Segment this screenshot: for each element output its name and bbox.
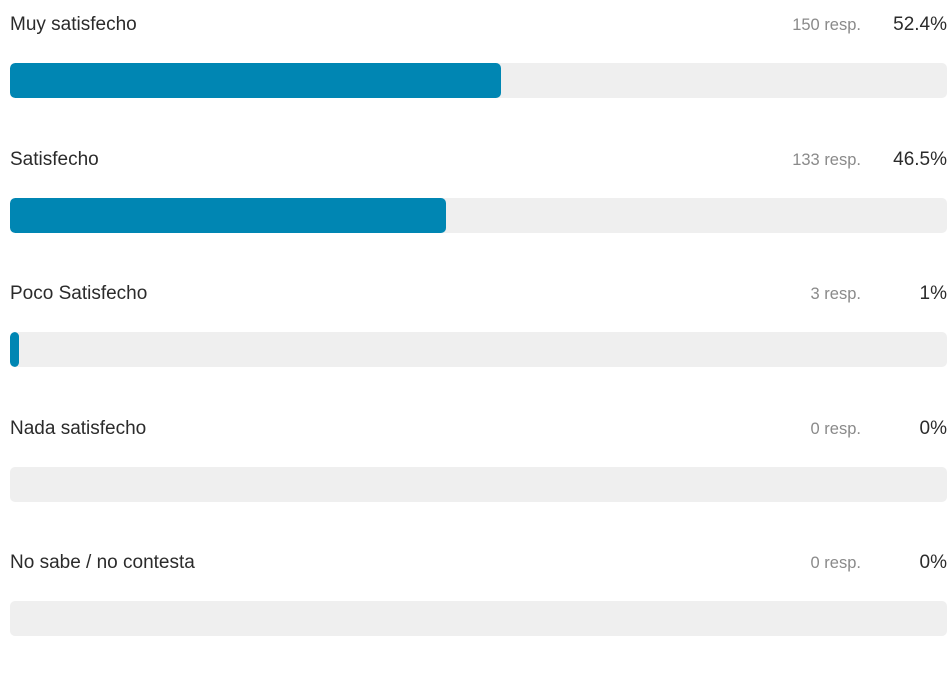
progress-fill: [10, 197, 446, 233]
response-count: 150 resp.: [792, 16, 861, 34]
progress-track: [10, 332, 947, 367]
option-label: Muy satisfecho: [10, 14, 137, 35]
percentage: 52.4%: [893, 14, 947, 35]
option-label: Satisfecho: [10, 148, 99, 170]
progress-track: [10, 466, 947, 502]
progress-fill: [10, 63, 501, 98]
results-list: Muy satisfecho 150 resp. 52.4% Satisfech…: [10, 0, 947, 673]
result-row: Poco Satisfecho 3 resp. 1%: [10, 269, 947, 404]
percentage: 0%: [919, 417, 947, 439]
progress-track: [10, 197, 947, 233]
result-row: Nada satisfecho 0 resp. 0%: [10, 404, 947, 539]
result-row: Satisfecho 133 resp. 46.5%: [10, 135, 947, 270]
progress-fill: [10, 332, 20, 367]
response-count: 133 resp.: [792, 150, 861, 169]
percentage: 0%: [919, 552, 947, 573]
percentage: 46.5%: [893, 148, 947, 170]
percentage: 1%: [919, 283, 947, 304]
result-row: No sabe / no contesta 0 resp. 0%: [10, 538, 947, 673]
response-count: 3 resp.: [810, 285, 861, 303]
option-label: No sabe / no contesta: [10, 552, 195, 573]
option-label: Nada satisfecho: [10, 417, 147, 439]
progress-track: [10, 601, 947, 636]
progress-track: [10, 63, 947, 98]
result-row: Muy satisfecho 150 resp. 52.4%: [10, 0, 947, 135]
option-label: Poco Satisfecho: [10, 283, 148, 304]
response-count: 0 resp.: [810, 554, 861, 572]
response-count: 0 resp.: [810, 419, 861, 438]
